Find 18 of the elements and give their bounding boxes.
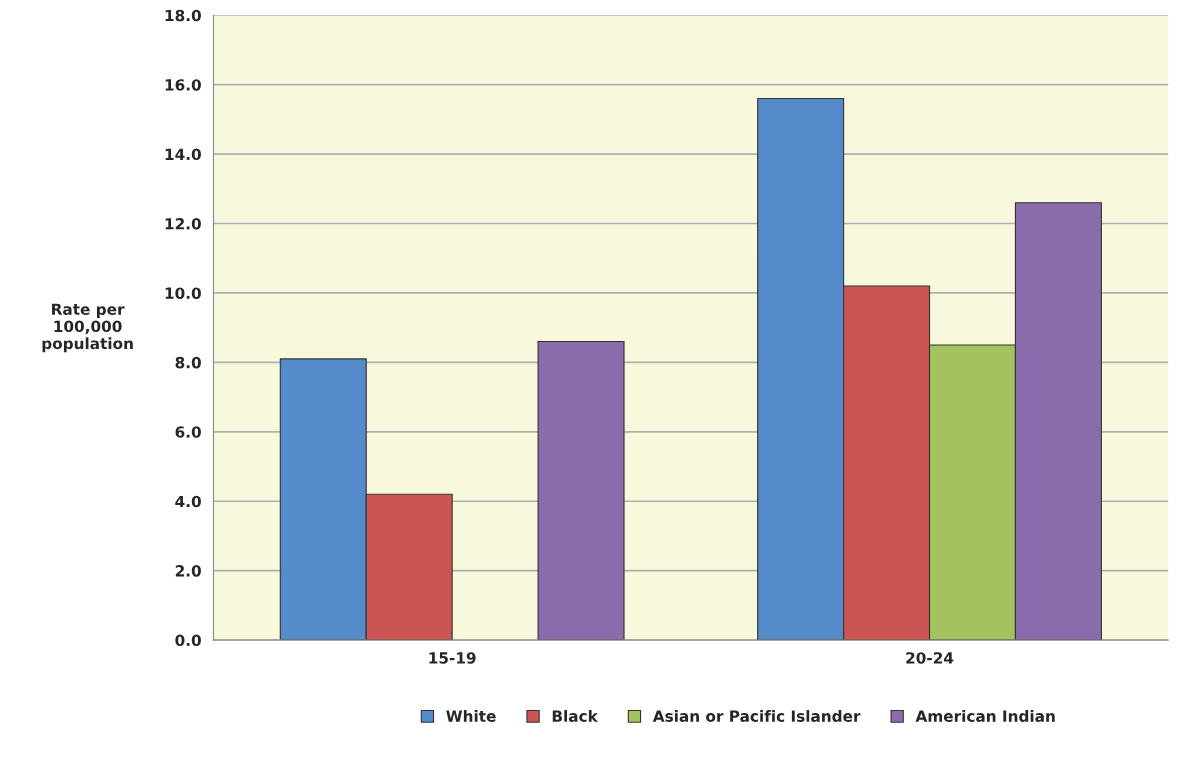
y-tick-label: 8.0: [175, 356, 201, 369]
y-tick-label: 2.0: [175, 565, 201, 577]
x-tick-label: 20-24: [906, 652, 954, 664]
y-tick-label: 18.0: [165, 9, 201, 22]
bar: [537, 340, 625, 641]
y-tick-label: 16.0: [165, 79, 201, 91]
x-tick-label: 15-19: [429, 652, 476, 664]
y-tick-label: 10.0: [165, 287, 201, 299]
y-tick-label: 12.0: [165, 217, 201, 230]
legend-label: Black: [552, 710, 599, 722]
legend-label: White: [446, 710, 496, 722]
y-tick-label: 6.0: [175, 426, 201, 438]
y-tick-label: 0.0: [175, 634, 201, 647]
legend-label: American Indian: [915, 710, 1055, 722]
y-tick-label: 4.0: [175, 495, 201, 508]
y-axis-title: Rate per 100,000 population: [42, 303, 133, 353]
legend-label: Asian or Pacific Islander: [652, 710, 861, 722]
y-tick-label: 14.0: [165, 148, 201, 161]
